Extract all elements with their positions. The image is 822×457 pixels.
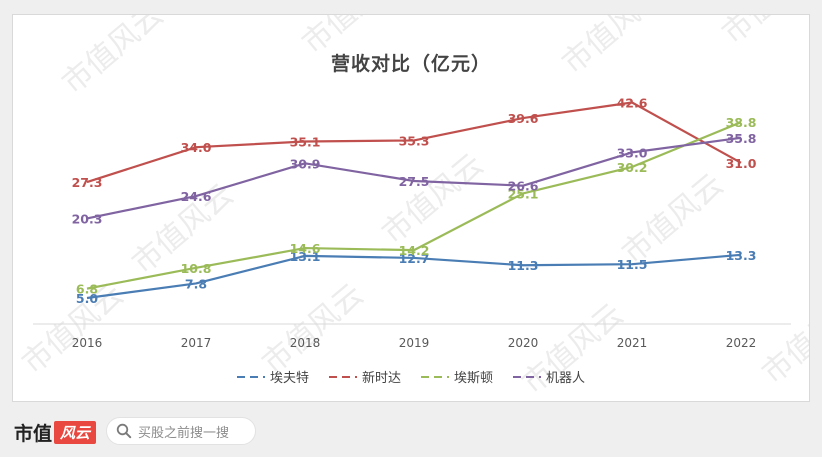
- legend-label: 新时达: [362, 370, 401, 386]
- legend-label: 埃斯顿: [454, 371, 493, 386]
- data-label: 38.8: [726, 115, 757, 130]
- data-label: 26.6: [508, 179, 539, 194]
- watermark-text: 市值风云: [376, 147, 490, 251]
- watermark-text: 市值风云: [256, 277, 370, 381]
- series-line: [86, 101, 742, 184]
- watermark-text: 市值风云: [616, 167, 730, 271]
- x-tick-label: 2016: [72, 336, 103, 350]
- data-label: 35.1: [290, 134, 321, 149]
- data-label: 42.6: [617, 95, 648, 110]
- data-label: 30.2: [617, 160, 648, 175]
- chart-card: 营收对比（亿元） 市值风云 市值风云 市值风云 市值风云 市值风云 市值风云 市值风云 市值风…: [12, 14, 810, 402]
- watermark-text: 市值风云: [716, 15, 809, 51]
- series-line: [86, 121, 742, 290]
- search-placeholder: 买股之前搜一搜: [138, 425, 230, 441]
- data-label: 11.3: [508, 258, 539, 273]
- data-label: 14.2: [399, 243, 430, 258]
- data-label: 35.3: [399, 133, 430, 148]
- watermark-text: 市值风云: [556, 15, 670, 81]
- legend-item: 埃斯顿: [421, 371, 493, 386]
- data-label: 27.5: [399, 174, 430, 189]
- brand-badge: 风云: [54, 420, 97, 444]
- data-label: 27.3: [72, 175, 103, 190]
- brand-logo[interactable]: 市值 风云: [14, 418, 97, 446]
- legend-item: 埃夫特: [237, 371, 309, 386]
- legend-item: 机器人: [513, 371, 585, 386]
- x-tick-label: 2020: [508, 336, 539, 350]
- data-label: 20.3: [72, 211, 103, 226]
- x-tick-label: 2018: [290, 336, 321, 350]
- series-line: [86, 253, 742, 300]
- legend-label: 机器人: [546, 371, 585, 386]
- data-label: 30.9: [290, 156, 321, 171]
- search-box[interactable]: 买股之前搜一搜: [106, 417, 256, 445]
- data-label: 34.0: [181, 140, 212, 155]
- chart-title: 营收对比（亿元）: [330, 53, 491, 75]
- legend-label: 埃夫特: [270, 371, 309, 386]
- legend-item: 新时达: [329, 370, 401, 386]
- data-label: 24.6: [181, 189, 212, 204]
- watermark-text: 市值风云: [56, 15, 170, 101]
- watermark-text: 市值风云: [756, 287, 809, 391]
- x-tick-label: 2019: [399, 336, 430, 350]
- line-chart: 市值风云市值风云市值风云市值风云市值风云市值风云市值风云市值风云市值风云市值风云…: [16, 15, 809, 401]
- data-label: 39.6: [508, 111, 539, 126]
- data-label: 31.0: [726, 156, 757, 171]
- footer-bar: 市值 风云 买股之前搜一搜: [0, 408, 822, 457]
- search-icon: [116, 423, 132, 439]
- x-tick-label: 2021: [617, 336, 648, 350]
- data-label: 5.0: [76, 291, 98, 306]
- watermark-text: 市值风云: [16, 277, 130, 381]
- data-label: 14.6: [290, 241, 321, 256]
- data-label: 11.5: [617, 257, 648, 272]
- data-label: 35.8: [726, 131, 757, 146]
- data-label: 13.3: [726, 248, 757, 263]
- watermark-text: 市值风云: [296, 15, 410, 61]
- series-line: [86, 136, 742, 220]
- x-tick-label: 2022: [726, 336, 757, 350]
- brand-name: 市值: [14, 422, 53, 445]
- data-label: 6.8: [76, 282, 98, 297]
- data-label: 7.8: [185, 276, 207, 291]
- x-tick-label: 2017: [181, 336, 212, 350]
- data-label: 12.7: [399, 251, 430, 266]
- data-label: 25.1: [508, 186, 539, 201]
- data-label: 10.8: [181, 261, 212, 276]
- data-label: 13.1: [290, 249, 321, 264]
- data-label: 33.0: [617, 145, 648, 160]
